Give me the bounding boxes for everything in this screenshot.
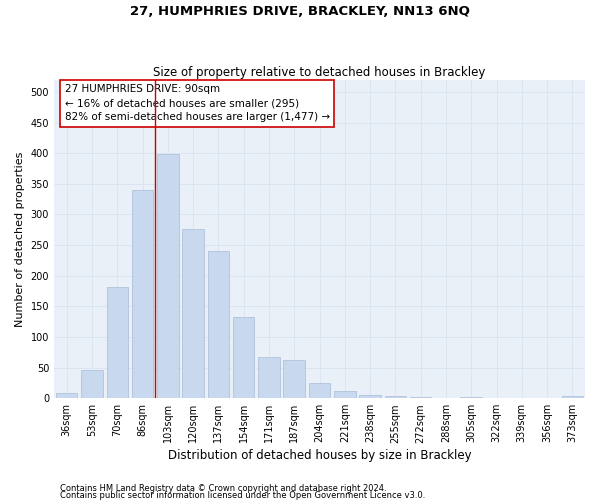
Bar: [233, 316, 254, 398]
Y-axis label: Number of detached properties: Number of detached properties: [15, 151, 25, 326]
Bar: [56, 394, 77, 398]
Bar: [157, 154, 179, 398]
Bar: [385, 396, 406, 398]
Bar: [460, 397, 482, 398]
Bar: [283, 360, 305, 398]
Bar: [309, 383, 330, 398]
Bar: [258, 356, 280, 398]
Bar: [359, 395, 381, 398]
Text: 27 HUMPHRIES DRIVE: 90sqm
← 16% of detached houses are smaller (295)
82% of semi: 27 HUMPHRIES DRIVE: 90sqm ← 16% of detac…: [65, 84, 330, 122]
Bar: [107, 286, 128, 398]
Bar: [81, 370, 103, 398]
Bar: [132, 190, 153, 398]
Text: 27, HUMPHRIES DRIVE, BRACKLEY, NN13 6NQ: 27, HUMPHRIES DRIVE, BRACKLEY, NN13 6NQ: [130, 5, 470, 18]
Title: Size of property relative to detached houses in Brackley: Size of property relative to detached ho…: [154, 66, 486, 78]
Text: Contains public sector information licensed under the Open Government Licence v3: Contains public sector information licen…: [60, 490, 425, 500]
Bar: [182, 229, 204, 398]
Bar: [334, 392, 356, 398]
Bar: [208, 251, 229, 398]
Bar: [562, 396, 583, 398]
Text: Contains HM Land Registry data © Crown copyright and database right 2024.: Contains HM Land Registry data © Crown c…: [60, 484, 386, 493]
X-axis label: Distribution of detached houses by size in Brackley: Distribution of detached houses by size …: [168, 450, 472, 462]
Bar: [410, 397, 431, 398]
